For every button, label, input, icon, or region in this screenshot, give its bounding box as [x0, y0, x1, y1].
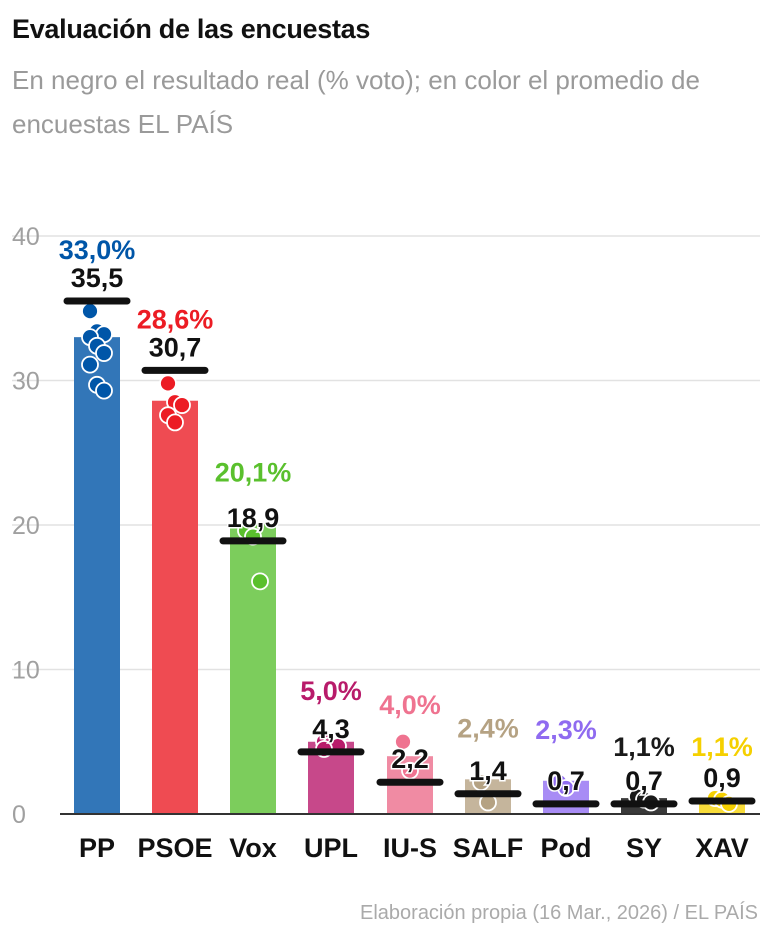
real-label: 4,3 [312, 714, 350, 744]
category-label: IU-S [383, 833, 437, 863]
poll-dot [251, 572, 269, 591]
y-tick-label: 40 [12, 223, 40, 251]
poll-dot [472, 773, 490, 792]
poll-dot [401, 761, 419, 780]
real-label: 1,4 [469, 756, 507, 786]
y-tick-label: 30 [12, 368, 40, 396]
average-label: 2,4% [457, 713, 519, 743]
bar-psoe [152, 400, 198, 814]
bar-vox [230, 523, 276, 814]
poll-dot [95, 344, 113, 362]
poll-dot [173, 396, 191, 414]
category-label: PP [79, 833, 115, 863]
average-label: 1,1% [613, 732, 675, 762]
category-label: Vox [229, 833, 277, 863]
source-note: Elaboración propia (16 Mar., 2026) / EL … [360, 902, 758, 924]
real-label: 0,9 [703, 763, 741, 793]
chart-subtitle: En negro el resultado real (% voto); en … [12, 65, 700, 139]
average-label: 33,0% [59, 235, 136, 265]
y-tick-label: 10 [12, 657, 40, 685]
average-label: 2,3% [535, 715, 597, 745]
poll-dot [159, 374, 177, 393]
average-label: 20,1% [215, 458, 292, 488]
category-label: PSOE [137, 833, 212, 863]
bar-pp [74, 337, 120, 814]
average-label: 1,1% [691, 732, 753, 762]
real-label: 2,2 [391, 744, 429, 774]
real-label: 18,9 [227, 503, 280, 533]
category-label: Pod [541, 833, 592, 863]
y-tick-label: 20 [12, 512, 40, 540]
average-label: 4,0% [379, 690, 441, 720]
average-label: 5,0% [300, 676, 362, 706]
chart-title: Evaluación de las encuestas [12, 14, 371, 44]
category-label: UPL [304, 833, 358, 863]
poll-dot [557, 779, 575, 797]
real-label: 0,7 [547, 766, 585, 796]
real-label: 35,5 [71, 263, 124, 293]
poll-dot [95, 381, 113, 400]
real-label: 30,7 [149, 332, 202, 362]
average-label: 28,6% [137, 304, 214, 334]
category-label: XAV [695, 833, 749, 863]
y-tick-label: 0 [12, 801, 26, 829]
poll-dot [81, 302, 99, 321]
poll-dot [81, 355, 99, 374]
real-label: 0,7 [625, 766, 663, 796]
category-label: SALF [453, 833, 524, 863]
category-label: SY [626, 833, 662, 863]
poll-dot [394, 732, 412, 751]
poll-dot [166, 413, 184, 432]
